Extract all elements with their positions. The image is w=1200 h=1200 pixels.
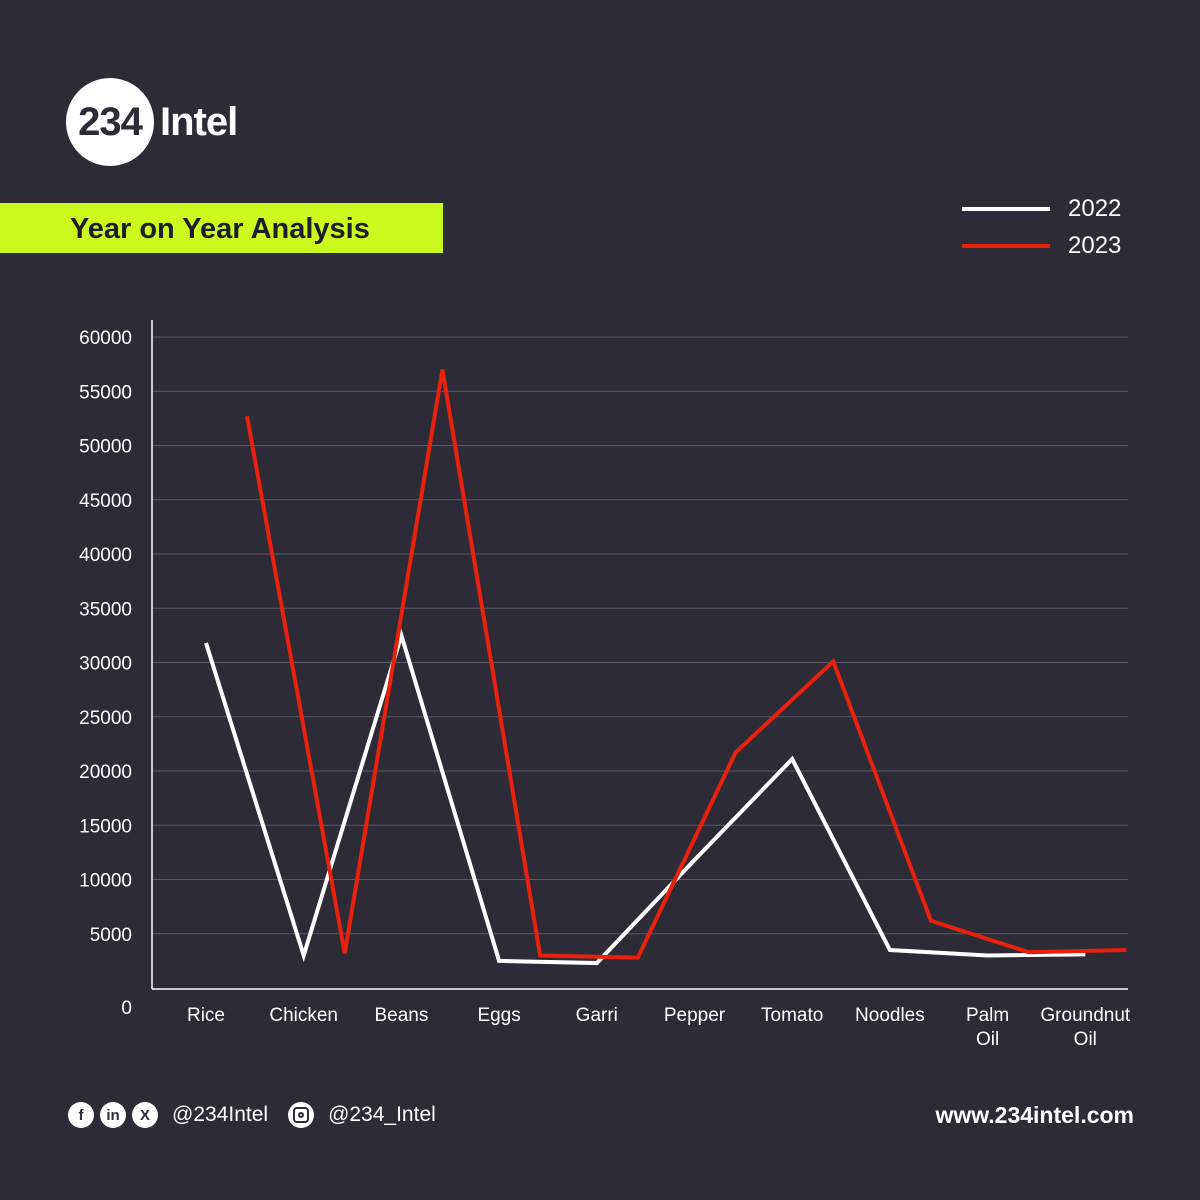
line-chart: 0 5000 10000 15000 20000 25000 30000 35000 40000…: [79, 320, 1131, 1050]
x-tick-label-groundnut-oil-line1: Groundnut: [1040, 1005, 1131, 1026]
x-tick-label-garri: Garri: [576, 1005, 618, 1026]
legend-swatch-2022: [962, 206, 1050, 211]
x-tick-label-tomato: Tomato: [761, 1005, 823, 1026]
y-tick-label-40000: 40000: [79, 545, 132, 566]
brand-logo: 234 Intel: [66, 78, 238, 166]
y-tick-label-15000: 15000: [79, 816, 132, 837]
legend-item-2023: 2023: [962, 227, 1121, 264]
instagram-icon[interactable]: [288, 1102, 315, 1128]
x-tick-label-beans: Beans: [374, 1005, 428, 1026]
logo-number: 234: [78, 99, 143, 144]
y-tick-label-45000: 45000: [79, 491, 132, 512]
title-banner: Year on Year Analysis: [0, 203, 443, 253]
y-tick-label-55000: 55000: [79, 382, 132, 403]
y-tick-label-5000: 5000: [90, 925, 132, 946]
y-tick-label-60000: 60000: [79, 328, 132, 349]
footer: f in X @234Intel @234_Intel www.234intel…: [68, 1098, 1134, 1132]
y-tick-label-10000: 10000: [79, 871, 132, 892]
chart-title: Year on Year Analysis: [70, 213, 370, 245]
logo-badge: 234: [66, 78, 154, 166]
x-tick-label-eggs: Eggs: [477, 1005, 520, 1026]
instagram-handle[interactable]: @234_Intel: [328, 1103, 436, 1126]
legend-label-2023: 2023: [1068, 231, 1122, 259]
legend-item-2022: 2022: [962, 190, 1121, 227]
linkedin-icon[interactable]: in: [100, 1102, 126, 1128]
x-tick-label-rice: Rice: [187, 1005, 225, 1026]
y-tick-label-30000: 30000: [79, 654, 132, 675]
y-tick-label-20000: 20000: [79, 762, 132, 783]
y-tick-label-35000: 35000: [79, 599, 132, 620]
x-tick-label-palm-oil-line1: Palm: [966, 1005, 1009, 1026]
chart-legend: 2022 2023: [962, 190, 1121, 264]
x-tick-label-noodles: Noodles: [855, 1005, 925, 1026]
y-tick-label-50000: 50000: [79, 437, 132, 458]
legend-swatch-2023: [962, 243, 1050, 248]
x-icon[interactable]: X: [132, 1102, 158, 1128]
series-line-2022: [204, 628, 1086, 966]
x-tick-label-palm-oil-line2: Oil: [976, 1029, 999, 1050]
series-line-2023: [245, 369, 1127, 960]
legend-label-2022: 2022: [1068, 194, 1122, 222]
x-tick-label-groundnut-oil-line2: Oil: [1074, 1029, 1097, 1050]
logo-word: Intel: [160, 99, 238, 144]
social-handle[interactable]: @234Intel: [172, 1103, 269, 1126]
y-tick-label-0: 0: [121, 998, 132, 1019]
y-tick-label-25000: 25000: [79, 708, 132, 729]
x-tick-label-chicken: Chicken: [269, 1005, 338, 1026]
x-tick-label-pepper: Pepper: [664, 1005, 726, 1026]
facebook-icon[interactable]: f: [68, 1102, 94, 1128]
website-link[interactable]: www.234intel.com: [935, 1101, 1134, 1128]
